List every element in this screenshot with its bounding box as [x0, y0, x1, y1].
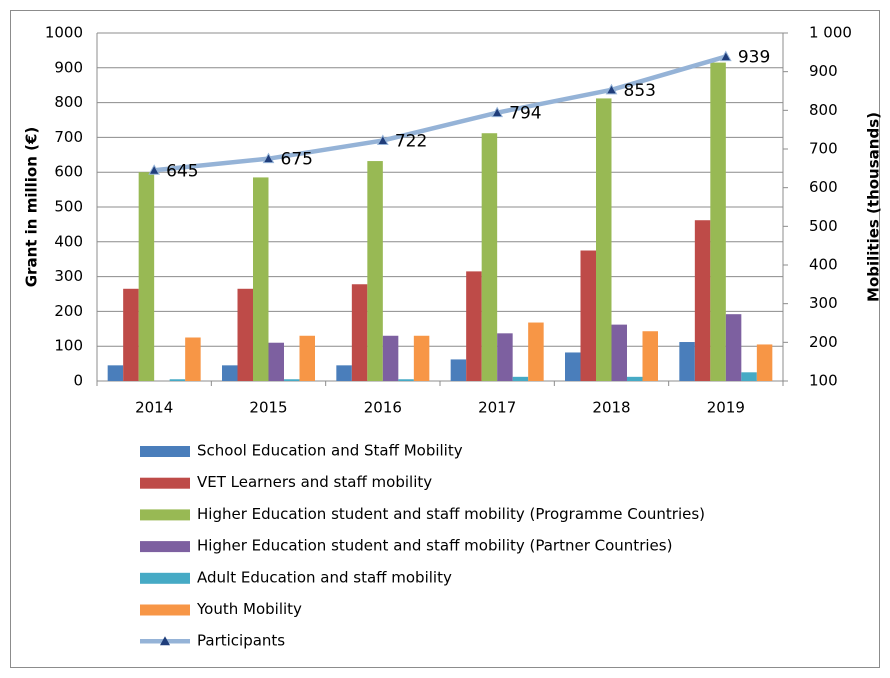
- y-tick-label: 200: [54, 302, 83, 320]
- y2-tick-label: 100: [809, 372, 838, 390]
- line-marker: [719, 50, 732, 62]
- line: [153, 54, 727, 173]
- bar: [382, 335, 399, 381]
- y2-tick-label: 300: [809, 294, 838, 312]
- bar: [627, 376, 643, 381]
- legend-label: Participants: [197, 632, 285, 650]
- legend-swatch: [140, 509, 190, 521]
- bar: [694, 220, 711, 381]
- y2-tick-label: 600: [809, 178, 838, 196]
- y2-tick-label: 500: [809, 217, 838, 235]
- y2-axis-title: Mobilities (thousands): [865, 112, 883, 302]
- y2-tick-label: 800: [809, 101, 838, 119]
- legend-label: Higher Education student and staff mobil…: [197, 505, 705, 523]
- x-tick-label: 2015: [249, 399, 287, 417]
- bar: [512, 376, 529, 381]
- bar: [107, 365, 124, 381]
- bar: [185, 337, 201, 381]
- line-marker: [262, 152, 275, 164]
- legend-swatch: [140, 541, 190, 553]
- bar: [351, 284, 368, 381]
- legend-swatch: [140, 477, 190, 489]
- legend-label: VET Learners and staff mobility: [197, 473, 432, 491]
- x-tick-label: 2018: [592, 399, 630, 417]
- legend-label: Adult Education and staff mobility: [197, 568, 452, 586]
- y-tick-label: 0: [73, 372, 83, 390]
- x-tick-label: 2014: [135, 399, 173, 417]
- x-tick-label: 2019: [707, 399, 745, 417]
- bar: [679, 342, 695, 381]
- bar: [481, 133, 498, 381]
- bar: [710, 62, 726, 382]
- bar: [398, 379, 414, 381]
- bar: [138, 172, 155, 381]
- bar: [253, 177, 269, 381]
- y2-tick-label: 1 000: [809, 24, 852, 42]
- y-tick-label: 100: [54, 337, 83, 355]
- data-label: 645: [166, 161, 198, 181]
- bar: [756, 344, 773, 381]
- x-tick-label: 2016: [364, 399, 402, 417]
- y-tick-label: 400: [54, 232, 83, 250]
- bar: [336, 365, 352, 381]
- y-tick-label: 500: [54, 198, 83, 216]
- bar: [123, 288, 139, 381]
- bar: [580, 250, 596, 381]
- line-marker: [491, 106, 504, 118]
- y-tick-label: 300: [54, 267, 83, 285]
- data-label: 853: [624, 81, 656, 101]
- bar: [611, 324, 627, 381]
- bar: [413, 335, 430, 381]
- y-tick-label: 900: [54, 58, 83, 76]
- bar: [237, 288, 253, 381]
- data-label: 939: [738, 48, 770, 68]
- bar: [642, 331, 658, 381]
- y2-tick-label: 700: [809, 140, 838, 158]
- bar: [222, 365, 238, 381]
- y-axis-title: Grant in million (€): [23, 127, 41, 288]
- legend-swatch: [140, 572, 190, 584]
- bar: [725, 314, 742, 381]
- legend-swatch: [140, 604, 190, 616]
- data-label: 794: [509, 104, 541, 124]
- y2-tick-label: 200: [809, 333, 838, 351]
- y2-tick-label: 900: [809, 62, 838, 80]
- bar: [367, 161, 383, 381]
- legend-label: Youth Mobility: [196, 600, 302, 618]
- bar: [528, 322, 544, 381]
- bar: [268, 342, 284, 381]
- data-label: 722: [395, 131, 427, 151]
- bar: [741, 372, 757, 381]
- data-label: 675: [281, 150, 313, 170]
- legend-swatch: [140, 446, 190, 457]
- y-tick-label: 600: [54, 163, 83, 181]
- bar: [497, 333, 513, 381]
- bar: [450, 359, 467, 381]
- y-tick-label: 800: [54, 93, 83, 111]
- bar: [466, 271, 482, 381]
- bar: [596, 98, 612, 381]
- bar: [284, 379, 300, 381]
- line-marker: [148, 164, 161, 175]
- x-tick-label: 2017: [478, 399, 516, 417]
- bar: [565, 352, 581, 381]
- bar: [299, 335, 315, 381]
- legend-label: School Education and Staff Mobility: [197, 442, 463, 460]
- legend-label: Higher Education student and staff mobil…: [197, 537, 672, 555]
- y-tick-label: 1000: [45, 24, 83, 42]
- line-marker: [605, 83, 618, 95]
- legend-marker: [160, 636, 170, 646]
- line-marker: [376, 134, 389, 145]
- y2-tick-label: 400: [809, 256, 838, 274]
- bar: [169, 379, 186, 381]
- y-tick-label: 700: [54, 128, 83, 146]
